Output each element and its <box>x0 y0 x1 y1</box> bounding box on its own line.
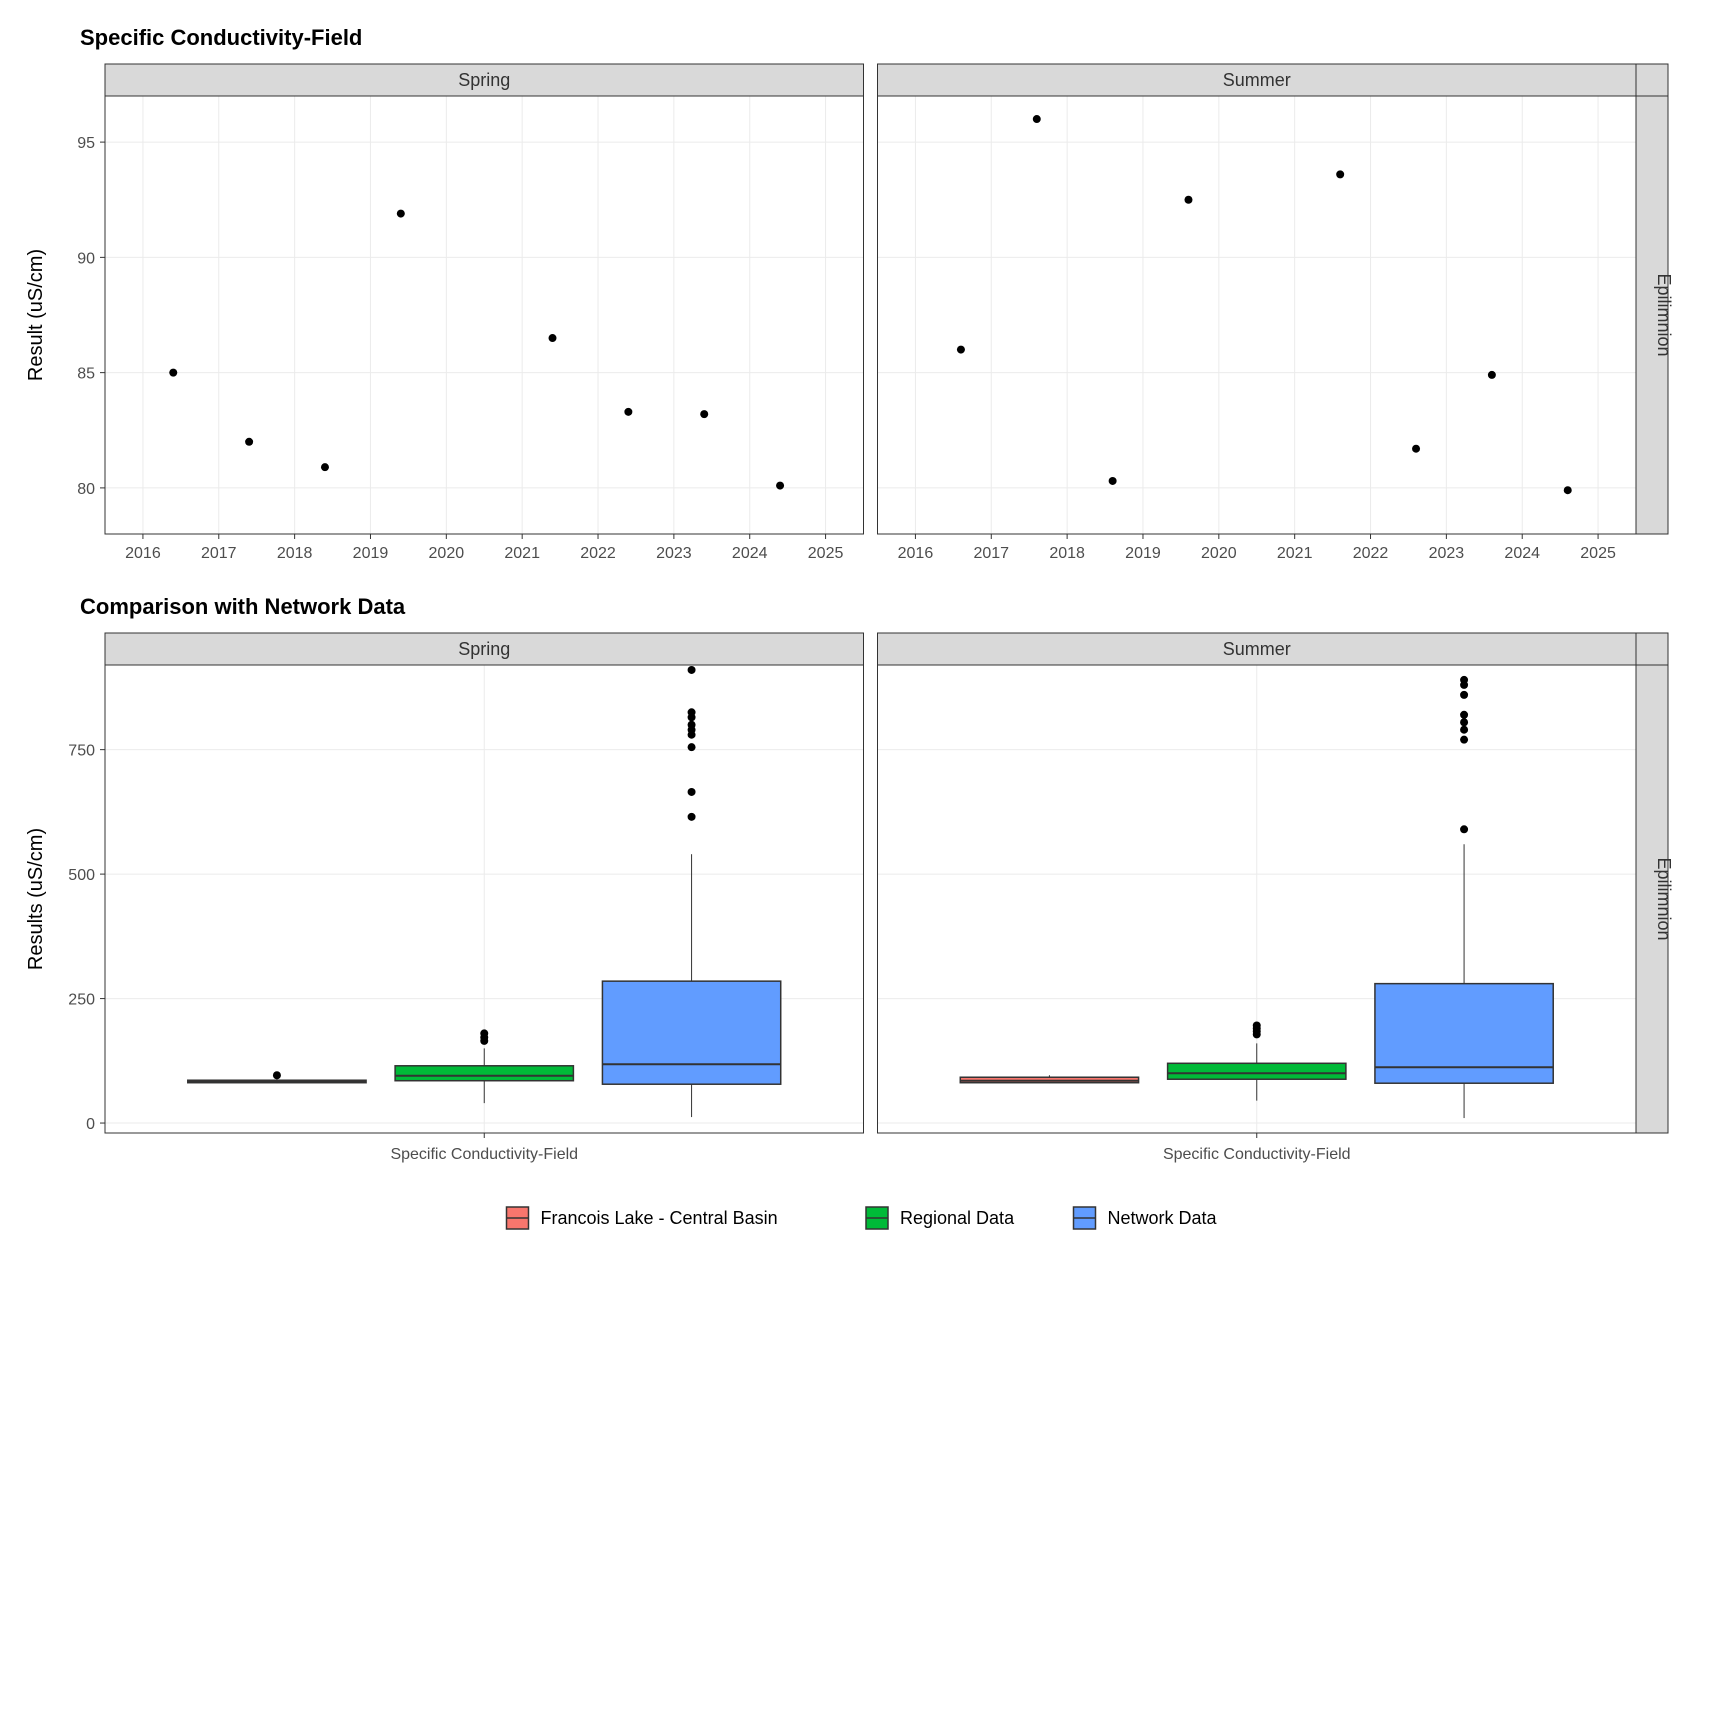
svg-text:Specific Conductivity-Field: Specific Conductivity-Field <box>390 1146 578 1163</box>
svg-text:2022: 2022 <box>580 545 616 562</box>
svg-text:2019: 2019 <box>353 545 389 562</box>
svg-text:Summer: Summer <box>1223 639 1291 659</box>
svg-text:2021: 2021 <box>504 545 540 562</box>
svg-text:750: 750 <box>68 743 95 760</box>
svg-text:2017: 2017 <box>973 545 1009 562</box>
svg-text:2025: 2025 <box>1580 545 1616 562</box>
svg-text:2017: 2017 <box>201 545 237 562</box>
svg-text:95: 95 <box>77 135 95 152</box>
svg-text:Spring: Spring <box>458 70 510 90</box>
svg-text:Summer: Summer <box>1223 70 1291 90</box>
svg-text:Regional Data: Regional Data <box>900 1208 1015 1228</box>
svg-text:2023: 2023 <box>1429 545 1465 562</box>
boxplot-chart: Results (uS/cm) Spring 0 250 500 750 Specific … <box>20 628 1708 1188</box>
svg-text:500: 500 <box>68 867 95 884</box>
svg-text:90: 90 <box>77 250 95 267</box>
scatter-chart: Result (uS/cm) Spring 2016 2017 2018 2019 2020… <box>20 59 1708 589</box>
svg-text:2024: 2024 <box>732 545 768 562</box>
svg-text:0: 0 <box>86 1116 95 1133</box>
svg-text:85: 85 <box>77 366 95 383</box>
svg-text:2022: 2022 <box>1353 545 1389 562</box>
svg-text:80: 80 <box>77 481 95 498</box>
svg-text:2024: 2024 <box>1504 545 1540 562</box>
svg-text:Francois Lake - Central Basin: Francois Lake - Central Basin <box>541 1208 778 1228</box>
svg-text:2016: 2016 <box>898 545 934 562</box>
svg-text:2021: 2021 <box>1277 545 1313 562</box>
svg-text:Result (uS/cm): Result (uS/cm) <box>25 249 47 381</box>
svg-text:Specific Conductivity-Field: Specific Conductivity-Field <box>1163 1146 1351 1163</box>
svg-text:2018: 2018 <box>277 545 313 562</box>
svg-text:Epilimnion: Epilimnion <box>1654 273 1674 356</box>
svg-text:2018: 2018 <box>1049 545 1085 562</box>
svg-text:250: 250 <box>68 992 95 1009</box>
bottom-chart-title: Comparison with Network Data <box>80 594 1708 620</box>
svg-text:Spring: Spring <box>458 639 510 659</box>
svg-text:2020: 2020 <box>1201 545 1237 562</box>
svg-text:Results (uS/cm): Results (uS/cm) <box>25 828 47 970</box>
legend: Francois Lake - Central Basin Regional Da… <box>20 1188 1708 1258</box>
top-chart-title: Specific Conductivity-Field <box>80 25 1708 51</box>
svg-text:2020: 2020 <box>429 545 465 562</box>
svg-text:2025: 2025 <box>808 545 844 562</box>
svg-text:2023: 2023 <box>656 545 692 562</box>
svg-text:Network Data: Network Data <box>1108 1208 1218 1228</box>
svg-text:2019: 2019 <box>1125 545 1161 562</box>
svg-text:2016: 2016 <box>125 545 161 562</box>
svg-text:Epilimnion: Epilimnion <box>1654 857 1674 940</box>
